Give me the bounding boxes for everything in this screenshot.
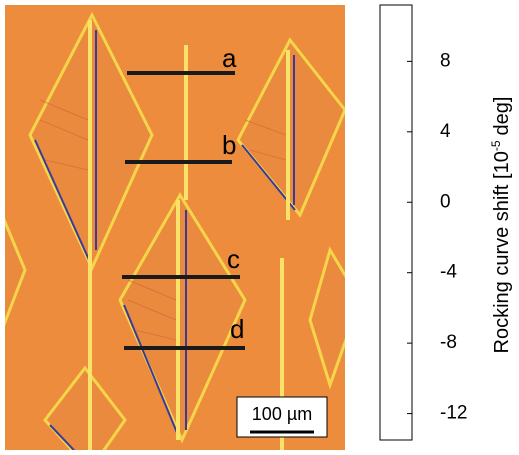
tick-label: 8 [440,50,451,71]
label-end: deg] [491,97,513,136]
line-label: c [227,244,240,274]
micrograph: a b c d 100 µm [0,5,360,450]
label-start: Rocking curve shift [10 [491,151,513,353]
tick-label: -12 [440,403,467,424]
scale-bar-label: 100 µm [252,404,312,424]
figure: a b c d 100 µm 8 4 0 -4 -8 -12 Rocking curve … [0,0,519,450]
line-label: b [222,130,236,160]
tick-label: 4 [440,121,451,142]
tick-label: -8 [440,332,457,353]
line-label: a [222,43,237,73]
line-label: d [230,314,244,344]
page: {"image": {"line_labels": ["a", "b", "c"… [0,0,519,450]
tick-label: -4 [440,262,457,283]
colorbar-label: Rocking curve shift [10-5 deg] [489,97,513,354]
tick-label: 0 [440,191,451,212]
colorbar [380,5,412,440]
label-exponent: -5 [489,140,503,151]
colorbar-ticks: 8 4 0 -4 -8 -12 [407,50,467,423]
